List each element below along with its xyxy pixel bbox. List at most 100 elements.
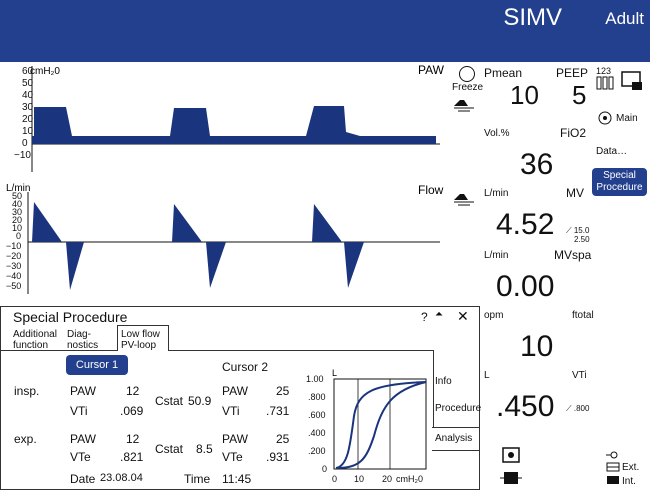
- procedure-label: Procedure: [596, 182, 643, 193]
- paw-label: PAW: [222, 432, 248, 446]
- waveform-scale-icon[interactable]: [452, 98, 476, 114]
- date-label: Date: [70, 472, 96, 486]
- pmean-label: Pmean: [484, 66, 523, 80]
- vte-label: VTe: [70, 450, 91, 464]
- flow-tick: −20: [6, 251, 21, 261]
- flow-waveform: 50 40 30 20 10 0 −10 −20 −30 −40 −50 L/m…: [6, 183, 444, 294]
- freeze-icon: [459, 66, 475, 82]
- tab-diagnostics[interactable]: Diag- nostics: [67, 329, 113, 351]
- flow-tick: −50: [6, 281, 21, 291]
- insp-vti-1: .069: [120, 404, 144, 418]
- flow-exp-wave-3: [344, 242, 364, 288]
- special-label: Special: [603, 170, 636, 181]
- cursor-2-button[interactable]: Cursor 2: [222, 360, 269, 374]
- paw-wave-fill: [32, 106, 436, 144]
- freeze-control[interactable]: Freeze: [452, 66, 483, 96]
- flow-scale-icon[interactable]: [452, 192, 476, 208]
- bars-icon[interactable]: [596, 76, 616, 90]
- paw-tick: 30: [22, 102, 34, 113]
- tab-info[interactable]: Info: [435, 376, 452, 387]
- minimize-button[interactable]: ⏶: [435, 309, 443, 320]
- ventilation-mode: SIMV: [503, 4, 562, 31]
- flow-insp-wave-3: [312, 204, 342, 242]
- paw-label: PAW: [70, 384, 96, 398]
- screen-lock-icon[interactable]: [620, 70, 644, 92]
- tab-procedure[interactable]: Procedure: [435, 403, 482, 414]
- paw-tick: 50: [22, 78, 34, 89]
- vte-label: VTe: [222, 450, 243, 464]
- paw-label: PAW: [222, 384, 248, 398]
- exp-paw-1: 12: [126, 432, 140, 446]
- pv-x-tick: 0: [332, 474, 337, 484]
- pv-inspiratory-curve: [335, 381, 427, 469]
- flow-exp-wave-1: [66, 242, 84, 290]
- peep-value: 5: [572, 80, 587, 110]
- pv-plot-frame: [333, 378, 427, 470]
- date-value: 23.08.04: [100, 472, 143, 484]
- insp-paw-1: 12: [126, 384, 140, 398]
- flow-insp-wave-1: [32, 202, 62, 242]
- cursor-1-button[interactable]: Cursor 1: [66, 355, 128, 375]
- flow-tick: 10: [12, 223, 22, 233]
- mvspa-value: 0.00: [496, 270, 555, 303]
- tab-additional-function[interactable]: Additional function: [13, 329, 63, 351]
- paw-tick: 40: [22, 90, 34, 101]
- peep-label: PEEP: [556, 66, 589, 80]
- patient-type: Adult: [605, 9, 644, 28]
- exp-vte-1: .821: [120, 450, 144, 464]
- exp-cstat: 8.5: [196, 442, 213, 456]
- close-button[interactable]: ✕: [457, 308, 469, 324]
- flow-insp-wave-2: [172, 204, 202, 242]
- pmean-value: 10: [510, 80, 539, 110]
- main-label[interactable]: Main: [616, 113, 638, 124]
- flow-tick: −30: [6, 261, 21, 271]
- tab-analysis[interactable]: Analysis: [432, 427, 480, 451]
- vti-value: .450: [496, 390, 555, 423]
- pv-x-unit: cmH₂0: [396, 474, 423, 484]
- paw-tick: 10: [22, 126, 34, 137]
- pv-y-tick: .800: [308, 392, 326, 402]
- tab-low-flow-pv-loop[interactable]: Low flow PV-loop: [117, 325, 169, 351]
- tab-line: nostics: [67, 340, 99, 351]
- header-bar: SIMV Adult: [0, 0, 650, 62]
- flow-tick: −10: [6, 241, 21, 251]
- special-procedure-button[interactable]: Special Procedure: [592, 168, 647, 196]
- vti-unit: L: [484, 370, 490, 381]
- cstat-label: Cstat: [155, 442, 184, 456]
- power-plug-icon: [606, 451, 618, 459]
- ftotal-value: 10: [520, 330, 554, 363]
- exp-vte-2: .931: [266, 450, 290, 464]
- insp-paw-2: 25: [276, 384, 290, 398]
- numbers-view-label[interactable]: 123: [596, 66, 612, 76]
- pv-x-tick: 10: [354, 474, 364, 484]
- pv-loop-chart: L 1.00 .800 .600 .400 .200 0 0 10 20 cmH…: [306, 368, 427, 484]
- flow-tick: −40: [6, 271, 21, 281]
- flow-tick: 50: [12, 191, 22, 201]
- ftotal-unit: opm: [484, 310, 504, 321]
- time-value: 11:45: [222, 472, 252, 486]
- tab-line: Diag-: [67, 329, 91, 340]
- flow-tick: 30: [12, 207, 22, 217]
- flow-tick: 20: [12, 215, 22, 225]
- tab-line: PV-loop: [121, 340, 157, 351]
- paw-unit-label: cmH₂0: [30, 66, 60, 77]
- paw-tick: 20: [22, 114, 34, 125]
- paw-tick: 60: [22, 66, 34, 77]
- mv-unit: L/min: [484, 188, 509, 199]
- pv-loop-y-label: L: [332, 368, 337, 378]
- pv-y-tick: .400: [308, 428, 326, 438]
- main-icon[interactable]: [596, 110, 614, 126]
- paw-tick: −10: [14, 150, 31, 161]
- internal-battery-icon: [607, 476, 619, 484]
- help-button[interactable]: ?: [421, 310, 428, 324]
- data-menu[interactable]: Data…: [596, 146, 628, 157]
- insp-vti-2: .731: [266, 404, 290, 418]
- flow-chart-name: Flow: [418, 183, 444, 197]
- mv-label: MV: [566, 186, 584, 200]
- nurse-call-icon: [500, 472, 522, 484]
- fio2-unit: Vol.%: [484, 128, 510, 139]
- alarm-icon: ⟋: [566, 404, 572, 413]
- flow-tick: 40: [12, 199, 22, 209]
- exp-label: exp.: [14, 432, 37, 446]
- int-label: Int.: [622, 476, 636, 487]
